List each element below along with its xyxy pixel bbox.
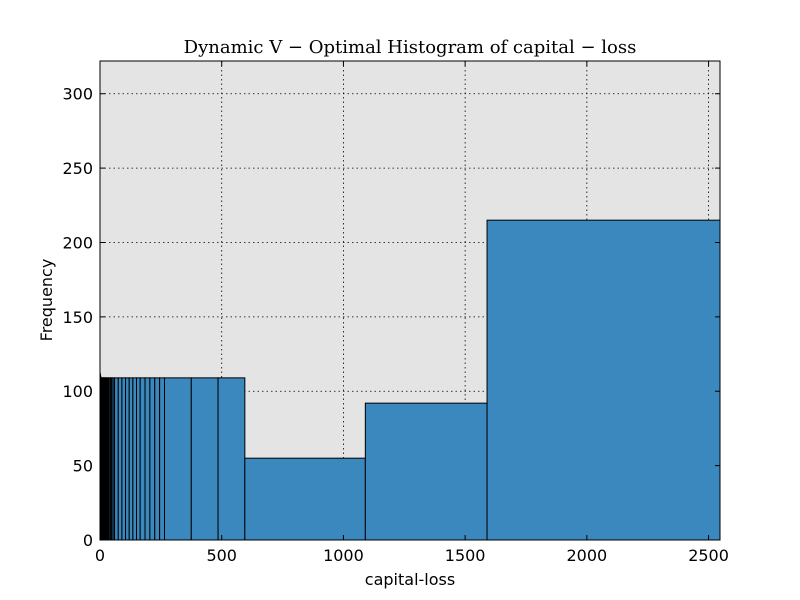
histogram-bar [217,377,246,541]
y-tick-label: 300 [62,85,93,104]
histogram-bar [128,377,134,541]
chart-title: Dynamic V − Optimal Histogram of capital… [184,37,637,58]
histogram-bar [125,377,130,541]
plot-frame [99,60,721,541]
x-axis-label: capital-loss [365,570,455,589]
y-tick-label: 250 [62,159,93,178]
y-tick-label: 200 [62,233,93,252]
y-tick-label: 0 [83,531,93,550]
histogram-bar [364,402,488,541]
histogram-bar [244,457,366,541]
histogram-bar [159,377,166,541]
histogram-bar [136,377,141,541]
y-tick-label: 100 [62,382,93,401]
y-tick-label: 50 [73,457,93,476]
axis-ticks: 0 500 1000 1500 2000 2500 0 50 100 150 200 250 300 [62,61,729,565]
histogram-bar [132,377,138,541]
histogram-bar [486,219,721,541]
y-tick-label: 150 [62,308,93,327]
x-tick-label: 1000 [323,546,364,565]
histogram-bar [144,377,151,541]
histogram-bar [139,377,146,541]
histogram-bars [99,219,721,541]
histogram-bar [164,377,192,541]
histogram-bar [117,377,123,541]
histogram-bar [190,377,219,541]
histogram-bar [114,377,119,541]
y-axis-label: Frequency [37,259,56,342]
x-tick-label: 2500 [688,546,729,565]
x-tick-label: 500 [206,546,237,565]
x-tick-label: 0 [95,546,105,565]
histogram-bar [154,377,161,541]
x-tick-label: 2000 [566,546,607,565]
histogram-bar [149,377,156,541]
histogram-bar [121,377,127,541]
x-tick-label: 1500 [445,546,486,565]
